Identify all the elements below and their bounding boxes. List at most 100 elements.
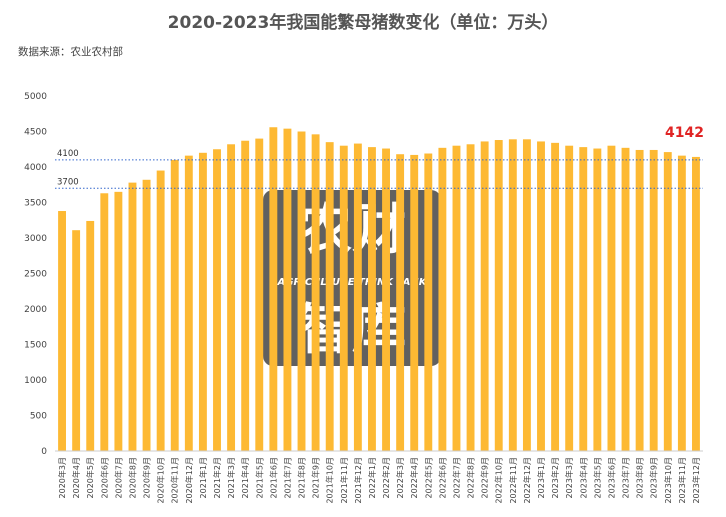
y-tick-label: 500 — [30, 412, 47, 422]
x-tick-label: 2023年9月 — [649, 457, 659, 498]
x-tick-label: 2023年6月 — [606, 457, 616, 498]
y-tick-label: 4000 — [24, 163, 47, 173]
x-tick-label: 2023年1月 — [536, 457, 546, 498]
reference-line-label: 3700 — [57, 177, 79, 187]
watermark-subtitle: AGRICULTURE THINK TANK — [277, 277, 428, 288]
x-tick-label: 2021年12月 — [353, 457, 363, 504]
bar — [255, 138, 264, 451]
bar — [86, 220, 95, 451]
bar — [297, 131, 306, 451]
x-tick-label: 2021年7月 — [282, 457, 292, 498]
x-tick-label: 2020年11月 — [170, 457, 180, 504]
x-tick-label: 2020年8月 — [127, 457, 137, 498]
y-tick-label: 2000 — [24, 305, 47, 315]
bar — [283, 128, 292, 451]
bar — [325, 142, 334, 451]
bar — [72, 230, 81, 451]
x-tick-label: 2022年5月 — [423, 457, 433, 498]
x-tick-label: 2020年4月 — [71, 457, 81, 498]
bar — [100, 193, 109, 451]
x-tick-label: 2020年5月 — [85, 457, 95, 498]
bar — [452, 145, 461, 451]
x-tick-label: 2022年8月 — [466, 457, 476, 498]
reference-lines: 4100 3700 4142 — [55, 125, 704, 189]
bar — [311, 134, 320, 451]
y-tick-label: 5000 — [24, 92, 47, 102]
data-source-note: 数据来源：农业农村部 — [18, 46, 123, 58]
x-tick-label: 2022年12月 — [522, 457, 532, 504]
bar — [466, 144, 475, 451]
x-tick-label: 2022年3月 — [395, 457, 405, 498]
y-tick-label: 1500 — [24, 341, 47, 351]
bar — [353, 143, 362, 451]
x-tick-label: 2023年8月 — [635, 457, 645, 498]
x-tick-label: 2023年10月 — [663, 457, 673, 504]
bar — [621, 147, 630, 451]
x-tick-label: 2023年3月 — [564, 457, 574, 498]
y-tick-label: 1000 — [24, 376, 47, 386]
x-tick-label: 2023年2月 — [550, 457, 560, 498]
x-axis: 2020年3月 2020年4月 2020年5月 2020年6月 2020年7月 2020年… — [55, 450, 703, 504]
x-tick-label: 2021年3月 — [226, 457, 236, 498]
bar — [114, 191, 123, 451]
x-tick-label: 2021年11月 — [339, 457, 349, 504]
bar — [508, 139, 517, 451]
bar — [565, 145, 574, 451]
bar — [58, 211, 66, 451]
x-tick-label: 2021年10月 — [325, 457, 335, 504]
x-tick-label: 2022年2月 — [381, 457, 391, 498]
bar — [227, 144, 236, 451]
bar — [593, 148, 602, 452]
bar — [438, 147, 447, 451]
bar — [677, 155, 686, 451]
x-tick-label: 2021年9月 — [311, 457, 321, 498]
x-tick-label: 2021年1月 — [198, 457, 208, 498]
x-tick-label: 2022年10月 — [494, 457, 504, 504]
bar — [692, 156, 700, 451]
x-tick-label: 2021年8月 — [297, 457, 307, 498]
x-tick-label: 2021年4月 — [240, 457, 250, 498]
bar — [607, 145, 616, 451]
y-tick-label: 3500 — [24, 199, 47, 209]
x-tick-label: 2021年5月 — [254, 457, 264, 498]
bar — [142, 179, 151, 451]
x-tick-label: 2023年5月 — [592, 457, 602, 498]
bar — [410, 154, 419, 451]
x-tick-label: 2022年1月 — [367, 457, 377, 498]
y-tick-label: 3000 — [24, 234, 47, 244]
bar — [156, 170, 165, 452]
x-tick-label: 2023年11月 — [677, 457, 687, 504]
x-tick-label: 2021年2月 — [212, 457, 222, 498]
bar — [424, 153, 433, 451]
x-tick-label: 2020年3月 — [57, 457, 67, 498]
x-tick-label: 2023年4月 — [578, 457, 588, 498]
bar — [396, 154, 405, 451]
bar — [170, 159, 179, 451]
bar — [663, 152, 672, 451]
y-tick-label: 4500 — [24, 128, 47, 138]
y-tick-label: 2500 — [24, 270, 47, 280]
bar — [382, 148, 390, 452]
x-tick-label: 2021年6月 — [268, 457, 278, 498]
y-tick-label: 0 — [41, 447, 47, 457]
bar — [241, 140, 250, 452]
bar — [494, 140, 503, 451]
bar — [269, 127, 278, 452]
x-tick-label: 2022年7月 — [451, 457, 461, 498]
bar — [579, 147, 588, 451]
bar — [480, 141, 489, 451]
x-tick-label: 2022年6月 — [437, 457, 447, 498]
y-axis: 0 500 1000 1500 2000 2500 3000 3500 4000 4500 5000 — [24, 92, 47, 457]
bar — [635, 149, 644, 451]
x-tick-label: 2020年10月 — [156, 457, 166, 504]
bar — [198, 152, 207, 452]
bar — [551, 142, 560, 452]
x-tick-label: 2023年7月 — [621, 457, 631, 498]
bar — [649, 149, 658, 451]
x-tick-label: 2022年4月 — [409, 457, 419, 498]
bar — [537, 141, 545, 451]
bar — [339, 145, 348, 451]
bar — [128, 182, 137, 451]
x-tick-label: 2020年7月 — [113, 457, 123, 498]
